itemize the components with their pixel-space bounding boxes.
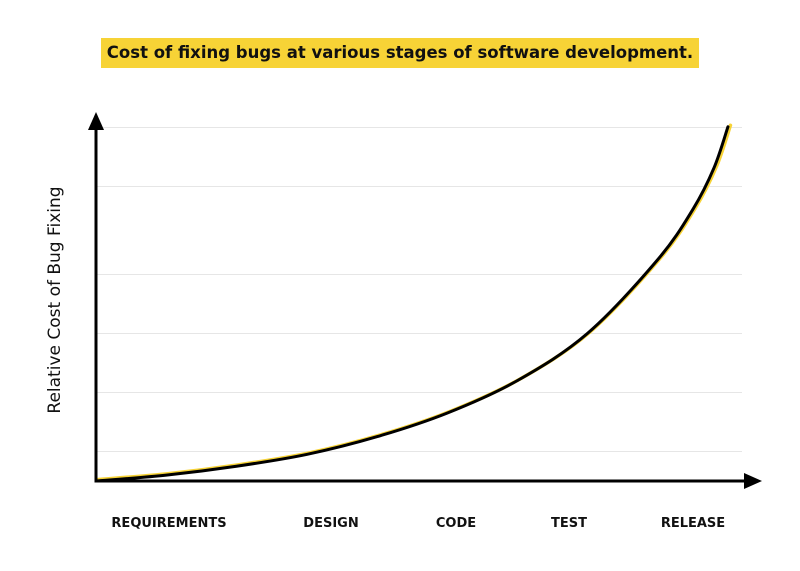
x-tick-label-test: TEST — [551, 516, 587, 531]
x-tick-label-requirements: REQUIREMENTS — [111, 516, 226, 531]
cost-curve — [94, 125, 730, 483]
label-layer: Relative Cost of Bug Fixing REQUIREMENTS… — [45, 186, 725, 531]
x-tick-label-release: RELEASE — [661, 516, 725, 531]
x-tick-label-code: CODE — [436, 516, 476, 531]
grid-layer — [96, 127, 742, 452]
title-wrap: Cost of fixing bugs at various stages of… — [0, 38, 800, 68]
chart-title: Cost of fixing bugs at various stages of… — [100, 38, 700, 68]
axis-layer — [88, 112, 762, 489]
curve-layer — [94, 123, 733, 483]
y-axis-label: Relative Cost of Bug Fixing — [45, 186, 65, 413]
x-axis-arrow-icon — [744, 473, 762, 489]
y-axis-arrow-icon — [88, 112, 104, 130]
x-tick-label-design: DESIGN — [303, 516, 358, 531]
